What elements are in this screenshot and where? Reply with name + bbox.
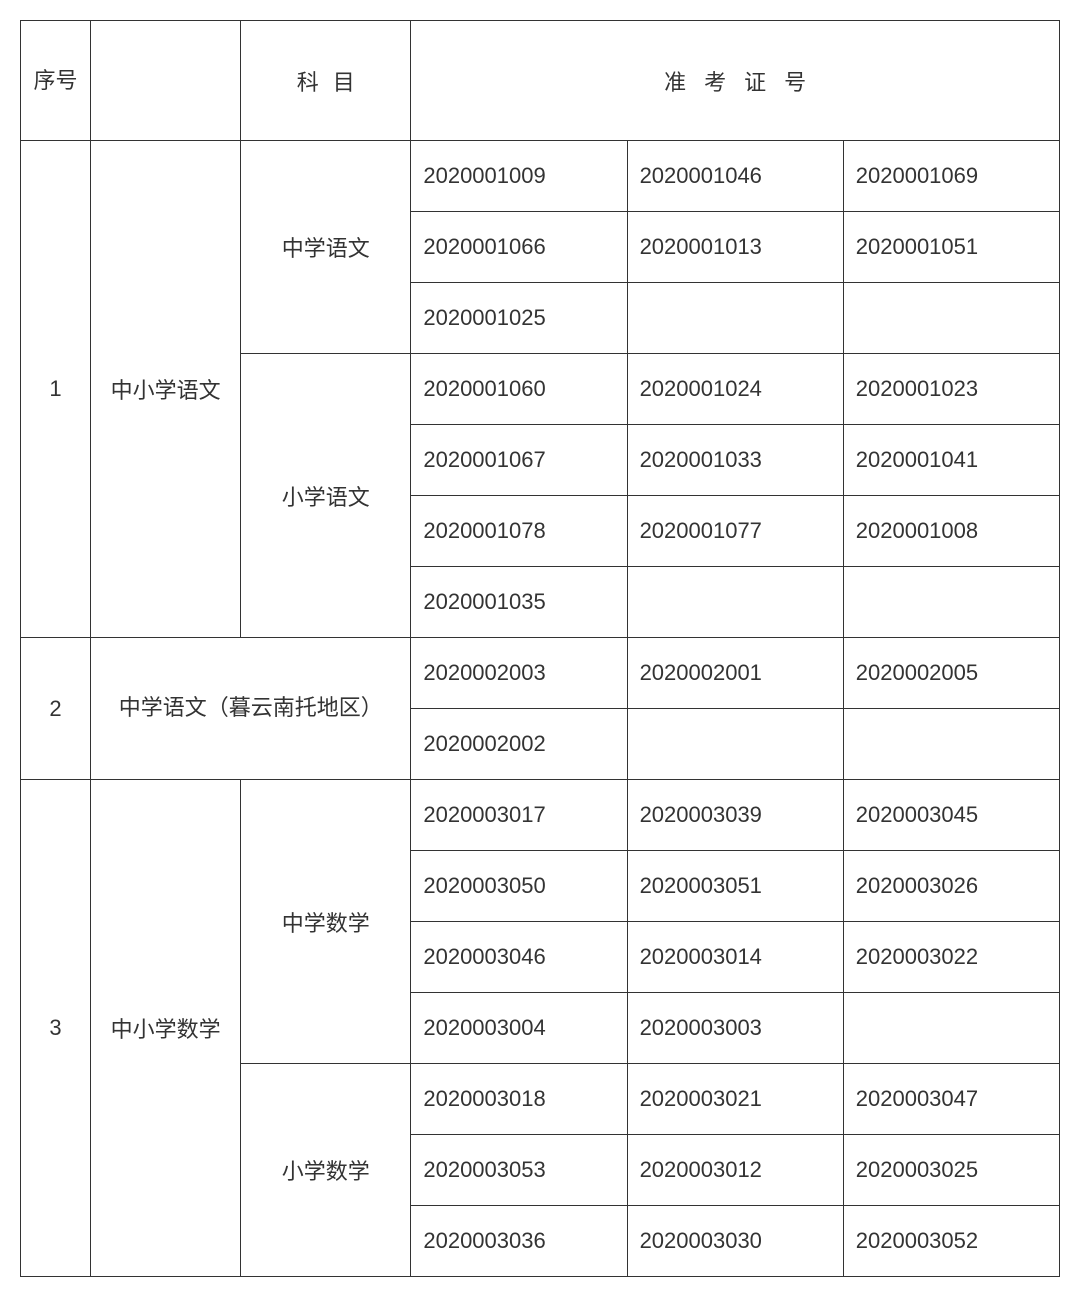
- cert-cell: 2020003004: [411, 993, 627, 1064]
- cert-cell: 2020003025: [843, 1135, 1059, 1206]
- cert-cell: 2020003003: [627, 993, 843, 1064]
- cert-cell: 2020002003: [411, 638, 627, 709]
- seq-cell: 1: [21, 141, 91, 638]
- cert-cell: [843, 709, 1059, 780]
- cert-cell: 2020003030: [627, 1206, 843, 1277]
- header-subject: 科目: [241, 21, 411, 141]
- cert-cell: 2020001051: [843, 212, 1059, 283]
- cert-cell: 2020001024: [627, 354, 843, 425]
- subject-cell: 小学语文: [241, 354, 411, 638]
- cert-cell: 2020003046: [411, 922, 627, 993]
- cert-cell: 2020002005: [843, 638, 1059, 709]
- cert-cell: 2020001035: [411, 567, 627, 638]
- subject-cell: 小学数学: [241, 1064, 411, 1277]
- cert-cell: 2020001067: [411, 425, 627, 496]
- seq-cell: 3: [21, 780, 91, 1277]
- header-row: 序号 科目 准考证号: [21, 21, 1060, 141]
- table-row: 2中学语文（暮云南托地区）202000200320200020012020002…: [21, 638, 1060, 709]
- cert-cell: [843, 567, 1059, 638]
- header-seq: 序号: [21, 21, 91, 141]
- cert-cell: 2020001066: [411, 212, 627, 283]
- cert-cell: [627, 567, 843, 638]
- subject-cell: 中学数学: [241, 780, 411, 1064]
- cert-cell: 2020002001: [627, 638, 843, 709]
- cert-cell: 2020001046: [627, 141, 843, 212]
- cert-cell: [627, 283, 843, 354]
- cert-cell: [843, 993, 1059, 1064]
- cert-cell: 2020003017: [411, 780, 627, 851]
- cert-cell: 2020003039: [627, 780, 843, 851]
- header-cert: 准考证号: [411, 21, 1060, 141]
- cert-cell: 2020003018: [411, 1064, 627, 1135]
- subject-cell: 中学语文: [241, 141, 411, 354]
- seq-cell: 2: [21, 638, 91, 780]
- table-row: 1中小学语文中学语文202000100920200010462020001069: [21, 141, 1060, 212]
- cert-cell: 2020001025: [411, 283, 627, 354]
- cert-cell: 2020003026: [843, 851, 1059, 922]
- category-cell: 中小学数学: [91, 780, 241, 1277]
- cert-cell: 2020001023: [843, 354, 1059, 425]
- cert-cell: 2020003036: [411, 1206, 627, 1277]
- cert-cell: [627, 709, 843, 780]
- cert-cell: 2020003050: [411, 851, 627, 922]
- cert-cell: 2020001060: [411, 354, 627, 425]
- cert-cell: 2020003045: [843, 780, 1059, 851]
- category-subject-merged-cell: 中学语文（暮云南托地区）: [91, 638, 411, 780]
- exam-table: 序号 科目 准考证号 1中小学语文中学语文2020001009202000104…: [20, 20, 1060, 1277]
- cert-cell: 2020001033: [627, 425, 843, 496]
- cert-cell: 2020001069: [843, 141, 1059, 212]
- cert-cell: 2020003051: [627, 851, 843, 922]
- cert-cell: 2020001078: [411, 496, 627, 567]
- cert-cell: 2020001013: [627, 212, 843, 283]
- cert-cell: 2020003021: [627, 1064, 843, 1135]
- cert-cell: 2020003022: [843, 922, 1059, 993]
- header-category: [91, 21, 241, 141]
- cert-cell: 2020003052: [843, 1206, 1059, 1277]
- cert-cell: 2020003047: [843, 1064, 1059, 1135]
- cert-cell: 2020001008: [843, 496, 1059, 567]
- cert-cell: 2020003012: [627, 1135, 843, 1206]
- cert-cell: 2020001009: [411, 141, 627, 212]
- cert-cell: 2020002002: [411, 709, 627, 780]
- cert-cell: 2020001077: [627, 496, 843, 567]
- table-row: 3中小学数学中学数学202000301720200030392020003045: [21, 780, 1060, 851]
- cert-cell: 2020001041: [843, 425, 1059, 496]
- cert-cell: [843, 283, 1059, 354]
- cert-cell: 2020003014: [627, 922, 843, 993]
- category-cell: 中小学语文: [91, 141, 241, 638]
- cert-cell: 2020003053: [411, 1135, 627, 1206]
